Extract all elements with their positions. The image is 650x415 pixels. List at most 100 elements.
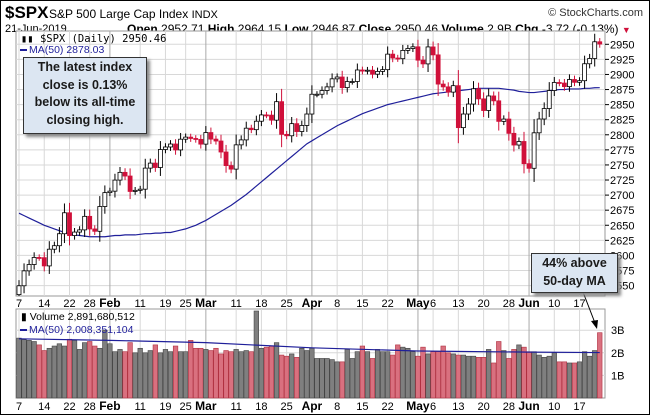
volume-bar [581, 351, 588, 399]
price-tick-label: 2925 [610, 54, 634, 66]
volume-bar [213, 347, 219, 399]
x-tick-label: 25 [180, 298, 192, 310]
candle-body [92, 228, 98, 232]
candle-body [476, 88, 481, 100]
x-tick-label: Jun [518, 296, 539, 310]
volume-bar [26, 340, 32, 399]
volume-bar [66, 338, 73, 399]
candle-body [279, 101, 285, 135]
volume-ma50-line [18, 338, 600, 354]
price-tick-label: 2825 [610, 115, 634, 127]
candle-body [223, 151, 229, 166]
candle-body [587, 58, 593, 65]
volume-bar [193, 347, 199, 399]
x-tick-label: 7 [16, 298, 22, 310]
volume-bar [571, 362, 578, 399]
volume-bar [395, 344, 401, 399]
volume-bar [97, 347, 103, 399]
candle-body [481, 98, 487, 111]
candle-body [178, 138, 184, 151]
volume-bar [536, 354, 542, 399]
volume-bar [31, 341, 37, 399]
x-tick-label: 28 [503, 298, 515, 310]
candle-body [420, 59, 426, 65]
price-tick-label: 2850 [610, 100, 634, 112]
volume-bar [460, 354, 467, 399]
candle-body [546, 90, 552, 109]
x-tick-label: 11 [134, 298, 145, 310]
x-tick-label: Apr [302, 399, 323, 413]
ma-legend: MA(50) 2878.03 [29, 44, 104, 56]
volume-bar [56, 343, 62, 399]
candle-body [511, 132, 517, 146]
candle-body [163, 146, 168, 150]
candle-body [521, 141, 527, 165]
volume-ma-legend: MA(50) 2,008,351,104 [29, 324, 134, 336]
candle-body [582, 63, 587, 82]
candles [16, 33, 603, 296]
volume-bar [597, 332, 603, 399]
candle-body [334, 76, 340, 80]
volume-bar [324, 358, 330, 399]
volume-bar [82, 342, 88, 399]
x-tick-label: 15 [356, 401, 368, 413]
x-tick-label: 19 [159, 298, 171, 310]
volume-bar [344, 349, 350, 399]
volume-bar [147, 350, 153, 399]
x-tick-label: May [406, 399, 430, 413]
candle-body [173, 143, 178, 151]
price-tick-label: 2725 [610, 175, 634, 187]
candle-body [375, 71, 380, 75]
volume-bar [390, 354, 396, 399]
candle-body [102, 192, 108, 207]
volume-bar [445, 352, 451, 399]
volume-bar [400, 346, 406, 399]
x-tick-label: 13 [452, 298, 464, 310]
price-tick-label: 2950 [610, 39, 634, 51]
volume-bar [556, 361, 562, 399]
volume-bar [349, 358, 355, 399]
x-tick-label: May [406, 296, 430, 310]
x-tick-label: Feb [99, 296, 120, 310]
volume-bar [112, 351, 118, 399]
candle-body [496, 100, 502, 122]
candle-body [198, 138, 204, 145]
volume-bar [172, 345, 179, 399]
x-tick-label: 20 [477, 401, 489, 413]
candle-body [193, 138, 199, 140]
x-tick-label: 14 [38, 298, 50, 310]
candle-body [567, 79, 572, 88]
volume-bar [465, 355, 472, 399]
candle-body [57, 233, 62, 247]
candle-body [157, 149, 163, 168]
candle-body [501, 118, 507, 122]
volume-bar [218, 353, 224, 399]
volume-bar [309, 347, 315, 399]
volume-bar [268, 345, 275, 399]
candle-body [67, 212, 72, 236]
volume-bar [329, 359, 335, 399]
volume-bar [71, 340, 78, 399]
volume-tick-label: 2B [611, 348, 624, 360]
x-tick-label: 6 [430, 401, 436, 413]
x-tick-label: 20 [477, 298, 489, 310]
x-tick-label: 8 [334, 401, 340, 413]
volume-bar [188, 340, 194, 399]
candle-body [238, 139, 244, 146]
volume-bar [470, 355, 477, 399]
candle-body [26, 264, 32, 272]
volume-bar [314, 358, 320, 399]
annotation-all-time-high: The latest index close is 0.13% below it… [23, 57, 147, 134]
candle-body [526, 163, 532, 169]
candle-body [450, 85, 456, 93]
down-triangle-icon: ▼ [621, 25, 631, 35]
x-tick-label: Mar [195, 296, 217, 310]
x-tick-label: 18 [255, 401, 267, 413]
x-tick-label: 11 [230, 298, 241, 310]
volume-bar [127, 342, 133, 399]
candle-body [31, 257, 37, 265]
candle-body [274, 101, 279, 121]
candle-body [385, 53, 391, 71]
candle-body [430, 46, 436, 56]
